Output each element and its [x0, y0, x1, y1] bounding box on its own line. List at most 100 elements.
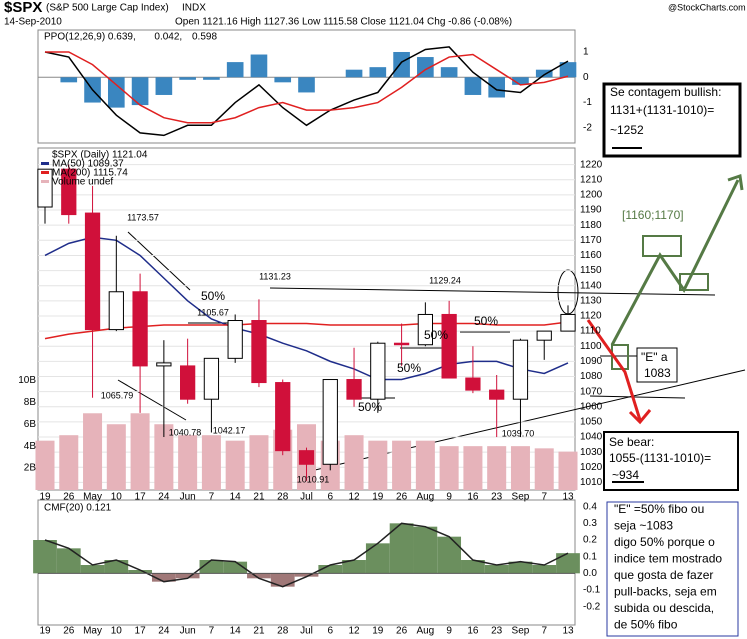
candle-body	[275, 382, 291, 452]
candle-body	[346, 379, 362, 400]
legend-swatch	[41, 162, 49, 165]
candle-body	[512, 339, 529, 400]
y-tick-label: 1	[583, 47, 589, 58]
cmf-bar	[270, 573, 295, 587]
candle-body	[37, 168, 53, 208]
y-tick-label: -0.1	[583, 585, 601, 596]
cmf-bar	[484, 565, 509, 574]
candle-body	[417, 313, 433, 346]
red-drawings	[586, 319, 652, 425]
moving-average	[44, 321, 569, 340]
x-tick-label: 9	[446, 492, 452, 503]
y-tick-label: 10B	[18, 375, 36, 386]
histogram-bar	[535, 69, 553, 78]
cmf-bar	[294, 573, 319, 577]
e-line: "E" a	[641, 350, 668, 364]
histogram-bar	[440, 67, 458, 78]
e-line: 1083	[644, 366, 671, 380]
price-annotation: 1129.24	[429, 275, 461, 285]
histogram-bar	[179, 77, 196, 80]
candle-body	[108, 291, 124, 331]
x-tick-label: 7	[209, 492, 215, 503]
x-tick-label: 10	[111, 626, 123, 637]
y-tick-label: 1030	[580, 447, 603, 458]
cmf-bar	[199, 560, 224, 574]
price-annotation: 1173.57	[127, 212, 159, 222]
y-tick-label: 2B	[24, 463, 37, 474]
price-annotation: 50%	[424, 328, 448, 342]
cmf-bar	[223, 561, 248, 574]
y-tick-label: 1070	[580, 386, 603, 397]
legend-swatch	[41, 171, 49, 174]
y-tick-label: 1010	[580, 477, 603, 488]
x-tick-label: 28	[277, 626, 289, 637]
cmf-bar	[437, 536, 462, 574]
x-tick-label: Sep	[512, 626, 530, 637]
y-tick-label: 1150	[580, 265, 602, 276]
x-tick-label: 26	[63, 492, 75, 503]
volume-bar	[154, 424, 174, 490]
legend-entry: CMF(20) 0.121	[44, 503, 112, 514]
legend-entry: PPO(12,26,9) 0.639,	[44, 32, 136, 43]
y-tick-label: 1040	[580, 432, 603, 443]
x-tick-label: 23	[491, 492, 503, 503]
cmf-bar	[413, 526, 438, 574]
volume-bar	[35, 440, 55, 490]
y-tick-label: 1210	[580, 174, 603, 185]
bear-line: ~934	[612, 468, 639, 482]
note-line: de 50% fibo	[614, 618, 678, 632]
x-tick-label: 6	[327, 626, 333, 637]
x-tick-label: 16	[467, 492, 479, 503]
x-tick-label: Jul	[300, 492, 313, 503]
y-tick-label: 1090	[580, 356, 603, 367]
volume-bar	[558, 451, 578, 490]
y-tick-label: 0	[583, 72, 589, 83]
y-tick-label: 1110	[580, 326, 601, 337]
ppo-line	[44, 46, 569, 137]
volume-bar	[415, 440, 435, 490]
cmf-bar	[532, 565, 557, 574]
x-tick-label: 19	[39, 492, 51, 503]
price-annotation: 1039.70	[502, 428, 535, 438]
x-tick-label: 12	[348, 626, 360, 637]
x-tick-label: Aug	[416, 626, 434, 637]
cmf-bar	[556, 553, 580, 574]
bull-line: Se contagem bullish:	[610, 85, 721, 99]
x-tick-label: 10	[111, 492, 123, 503]
note-line: digo 50% porque o	[614, 535, 715, 549]
price-annotation: 1065.79	[101, 390, 134, 400]
y-tick-label: 0.3	[583, 518, 597, 529]
x-tick-label: Jul	[300, 626, 313, 637]
histogram-bar	[226, 62, 244, 78]
volume-bar	[130, 413, 150, 490]
y-tick-label: 4B	[24, 441, 37, 452]
legend-entry: $SPX (Daily) 1121.04	[52, 150, 148, 161]
volume-bar	[249, 435, 269, 490]
cmf-bar	[175, 573, 200, 579]
cmf-bar	[318, 565, 343, 574]
candle-body	[132, 291, 148, 367]
y-tick-label: 1170	[580, 235, 602, 246]
y-tick-label: 1200	[580, 190, 603, 201]
symbol: $SPX	[4, 0, 42, 16]
histogram-bar	[107, 77, 125, 108]
candle-body	[298, 450, 315, 465]
y-tick-label: 1050	[580, 417, 603, 428]
x-tick-label: 23	[491, 626, 503, 637]
price-annotation: 50%	[474, 314, 498, 328]
note-line: seja ~1083	[614, 519, 673, 533]
y-tick-label: 0.1	[583, 551, 597, 562]
x-tick-label: May	[83, 492, 102, 503]
cmf-bar	[342, 560, 366, 574]
x-tick-label: 7	[541, 626, 547, 637]
candle-body	[536, 330, 552, 341]
y-tick-label: -0.2	[583, 601, 601, 612]
volume-bar	[534, 448, 554, 490]
y-tick-label: 1100	[580, 341, 602, 352]
candle-body	[441, 313, 457, 379]
y-tick-label: 1020	[580, 462, 603, 473]
candle-body	[156, 362, 172, 367]
y-tick-label: 0.2	[583, 535, 597, 546]
